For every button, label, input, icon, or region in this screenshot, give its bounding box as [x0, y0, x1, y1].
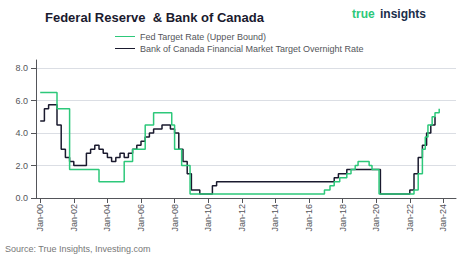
svg-text:Jan-24: Jan-24 [438, 204, 448, 232]
svg-text:4.0: 4.0 [15, 128, 28, 138]
svg-text:Jan-08: Jan-08 [170, 204, 180, 232]
svg-text:Jan-16: Jan-16 [304, 204, 314, 232]
svg-text:Jan-02: Jan-02 [69, 204, 79, 232]
svg-text:Bank of Canada Financial Marke: Bank of Canada Financial Market Target O… [140, 44, 363, 54]
svg-text:true: true [352, 7, 375, 21]
svg-text:Jan-04: Jan-04 [102, 204, 112, 232]
svg-text:6.0: 6.0 [15, 96, 28, 106]
svg-text:8.0: 8.0 [15, 63, 28, 73]
svg-text:insights: insights [380, 7, 426, 21]
svg-text:Jan-22: Jan-22 [405, 204, 415, 232]
svg-text:Fed Target Rate (Upper Bound): Fed Target Rate (Upper Bound) [140, 32, 266, 42]
svg-text:Federal Reserve & Bank of Can: Federal Reserve & Bank of Canada [45, 10, 265, 25]
svg-text:2.0: 2.0 [15, 161, 28, 171]
svg-text:Jan-18: Jan-18 [338, 204, 348, 232]
svg-text:Jan-06: Jan-06 [136, 204, 146, 232]
svg-text:Jan-14: Jan-14 [270, 204, 280, 232]
svg-text:Jan-20: Jan-20 [371, 204, 381, 232]
svg-text:Source: True Insights, Investi: Source: True Insights, Investing.com [5, 244, 151, 254]
svg-text:Jan-10: Jan-10 [203, 204, 213, 232]
svg-text:Jan-12: Jan-12 [237, 204, 247, 232]
svg-text:Jan-00: Jan-00 [35, 204, 45, 232]
svg-text:0.0: 0.0 [15, 193, 28, 203]
